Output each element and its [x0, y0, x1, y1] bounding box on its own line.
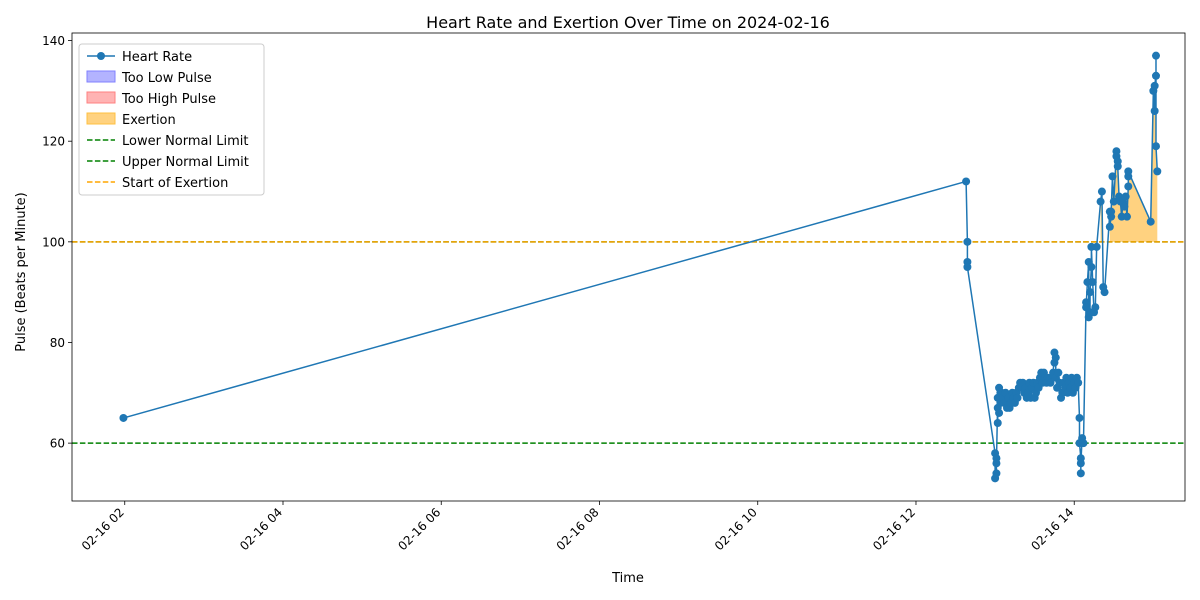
plot-area — [72, 51, 1185, 483]
y-axis-ticks: 60 80 100 120 140 — [42, 34, 72, 451]
heart-rate-point — [1088, 278, 1097, 287]
heart-rate-point — [1109, 197, 1118, 206]
y-axis-label: Pulse (Beats per Minute) — [14, 192, 29, 352]
heart-rate-point — [1150, 107, 1159, 115]
heart-rate-point — [1096, 197, 1105, 206]
heart-rate-point — [963, 237, 972, 246]
legend-too-low-swatch — [86, 70, 116, 83]
x-tick-label: 02-16 08 — [554, 505, 602, 553]
legend-heart-rate-marker — [97, 52, 105, 60]
heart-rate-point — [1120, 202, 1129, 211]
legend-lower-limit: Lower Normal Limit — [122, 134, 248, 149]
heart-rate-point — [1086, 288, 1095, 297]
heart-rate-point — [1013, 393, 1022, 402]
chart-title: Heart Rate and Exertion Over Time on 202… — [426, 13, 830, 32]
heart-rate-point — [1121, 192, 1130, 201]
legend-too-low: Too Low Pulse — [121, 71, 212, 86]
heart-rate-point — [1092, 242, 1101, 251]
heart-rate-point — [1079, 439, 1088, 448]
heart-rate-point — [1124, 182, 1133, 191]
y-tick-label: 80 — [50, 336, 65, 350]
heart-rate-point — [1113, 162, 1122, 171]
heart-rate-point — [1151, 71, 1160, 80]
x-tick-label: 02-16 14 — [1028, 505, 1076, 553]
x-tick-label: 02-16 06 — [395, 505, 443, 553]
legend-box — [78, 43, 265, 196]
heart-rate-point — [1076, 469, 1085, 478]
legend-exertion-start: Start of Exertion — [122, 176, 228, 191]
heart-rate-point — [993, 419, 1002, 427]
x-axis-ticks: 02-16 02 02-16 04 02-16 06 02-16 08 02-16 10… — [79, 501, 1076, 553]
heart-rate-point — [995, 408, 1004, 417]
y-tick-label: 120 — [42, 135, 65, 149]
heart-rate-point — [1087, 263, 1096, 271]
y-tick-label: 100 — [42, 235, 65, 249]
y-tick-label: 60 — [50, 437, 65, 451]
heart-rate-point — [1051, 353, 1060, 362]
x-axis-label: Time — [611, 571, 644, 586]
heart-rate-point — [1122, 212, 1131, 221]
heart-rate-point — [1105, 222, 1114, 231]
x-tick-label: 02-16 12 — [870, 505, 918, 553]
heart-rate-point — [1076, 459, 1085, 468]
heart-rate-point — [1054, 368, 1063, 377]
heart-rate-point — [1074, 378, 1083, 387]
heart-rate-point — [1151, 142, 1160, 151]
heart-rate-point — [1046, 378, 1055, 387]
heart-rate-point — [1097, 187, 1106, 196]
series-points — [119, 51, 1162, 483]
threshold-lines — [72, 241, 1185, 444]
x-tick-label: 02-16 10 — [712, 505, 760, 553]
heart-rate-point — [1108, 172, 1117, 181]
heart-rate-point — [1124, 167, 1133, 176]
legend: Heart Rate Too Low Pulse Too High Pulse … — [78, 43, 265, 196]
legend-too-high-swatch — [86, 91, 116, 104]
heart-rate-point — [1107, 207, 1116, 216]
plot-frame — [71, 32, 1186, 502]
heart-rate-point — [1150, 81, 1159, 90]
heart-rate-point — [1075, 413, 1084, 422]
heart-rate-point — [1146, 217, 1155, 226]
legend-heart-rate: Heart Rate — [122, 50, 192, 65]
legend-exertion-swatch — [86, 112, 116, 125]
heart-rate-point — [992, 469, 1001, 478]
x-tick-label: 02-16 02 — [79, 505, 127, 553]
heart-rate-point — [1153, 167, 1162, 176]
legend-upper-limit: Upper Normal Limit — [122, 155, 249, 170]
x-tick-label: 02-16 04 — [237, 505, 285, 553]
heart-rate-point — [1100, 288, 1109, 297]
heart-rate-point — [1091, 303, 1100, 312]
heart-rate-point — [1151, 51, 1160, 60]
y-tick-label: 140 — [42, 34, 65, 48]
heart-rate-point — [119, 413, 128, 422]
heart-rate-point — [963, 263, 972, 271]
legend-too-high: Too High Pulse — [121, 92, 216, 107]
heart-rate-point — [992, 459, 1001, 468]
legend-exertion: Exertion — [122, 113, 176, 128]
heart-rate-point — [962, 177, 971, 186]
